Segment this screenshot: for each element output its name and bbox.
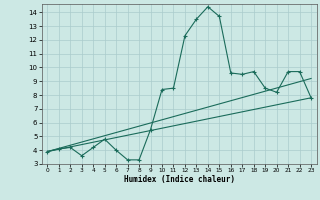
- X-axis label: Humidex (Indice chaleur): Humidex (Indice chaleur): [124, 175, 235, 184]
